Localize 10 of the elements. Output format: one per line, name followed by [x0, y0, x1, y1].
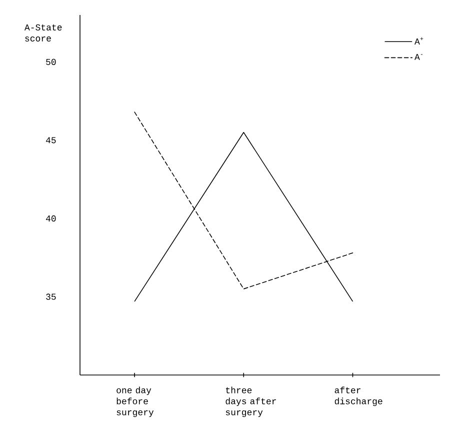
- legend-label: A$^{+}$: [414, 37, 424, 44]
- legend-label: A$^{-}$: [414, 54, 423, 60]
- y-tick-label: 50: [46, 58, 56, 66]
- x-tick-label: after discharge: [334, 386, 382, 406]
- y-tick-label: 40: [46, 215, 56, 222]
- y-tick-label: 35: [46, 294, 56, 300]
- x-tick-label: one day before surgery: [116, 386, 154, 418]
- y-tick-label: 45: [46, 137, 56, 144]
- y-axis-title: A-State score: [24, 24, 62, 42]
- x-tick-label: three days after surgery: [226, 386, 276, 418]
